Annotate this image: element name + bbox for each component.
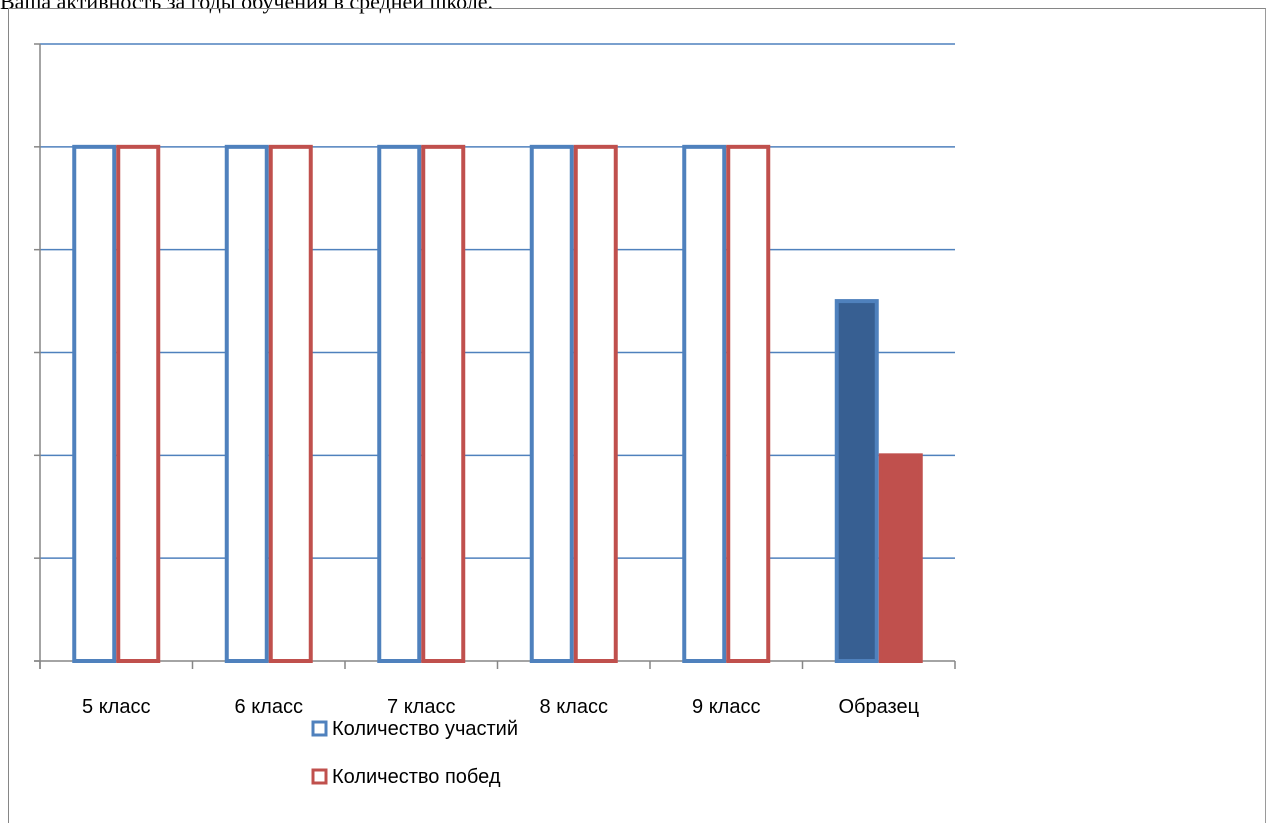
bar-participations-5 bbox=[834, 299, 879, 663]
bar-wins-5 bbox=[878, 453, 923, 664]
bar-wins-1 bbox=[268, 144, 313, 664]
x-tick-label: 8 класс bbox=[540, 696, 608, 718]
document-text-line: Ваша активность за годы обучения в средн… bbox=[0, 0, 494, 14]
bar-participations-0 bbox=[72, 144, 117, 664]
bar-wins-2 bbox=[421, 144, 466, 664]
bars bbox=[72, 144, 923, 664]
x-tick-label: 9 класс bbox=[692, 696, 760, 718]
x-tick-labels: 5 класс 6 класс 7 класс 8 класс 9 класс Образ… bbox=[82, 696, 919, 718]
chart-frame bbox=[8, 8, 1266, 823]
bar-participations-4 bbox=[682, 144, 727, 664]
legend-swatch bbox=[311, 720, 328, 737]
x-tick-label: 7 класс bbox=[387, 696, 455, 718]
axes bbox=[34, 43, 956, 669]
bar-wins-3 bbox=[573, 144, 618, 664]
x-tick-label: Образец bbox=[838, 696, 919, 718]
x-tick-label: 5 класс bbox=[82, 696, 150, 718]
gridlines bbox=[40, 43, 955, 559]
bar-participations-1 bbox=[224, 144, 269, 664]
bar-wins-4 bbox=[726, 144, 771, 664]
bar-wins-0 bbox=[116, 144, 161, 664]
legend-swatch bbox=[311, 768, 328, 785]
legend-label: Количество побед bbox=[332, 766, 501, 788]
legend: Количество участий Количество побед bbox=[311, 718, 518, 788]
legend-label: Количество участий bbox=[332, 718, 518, 740]
bar-participations-3 bbox=[529, 144, 574, 664]
x-tick-label: 6 класс bbox=[235, 696, 303, 718]
bar-participations-2 bbox=[377, 144, 422, 664]
